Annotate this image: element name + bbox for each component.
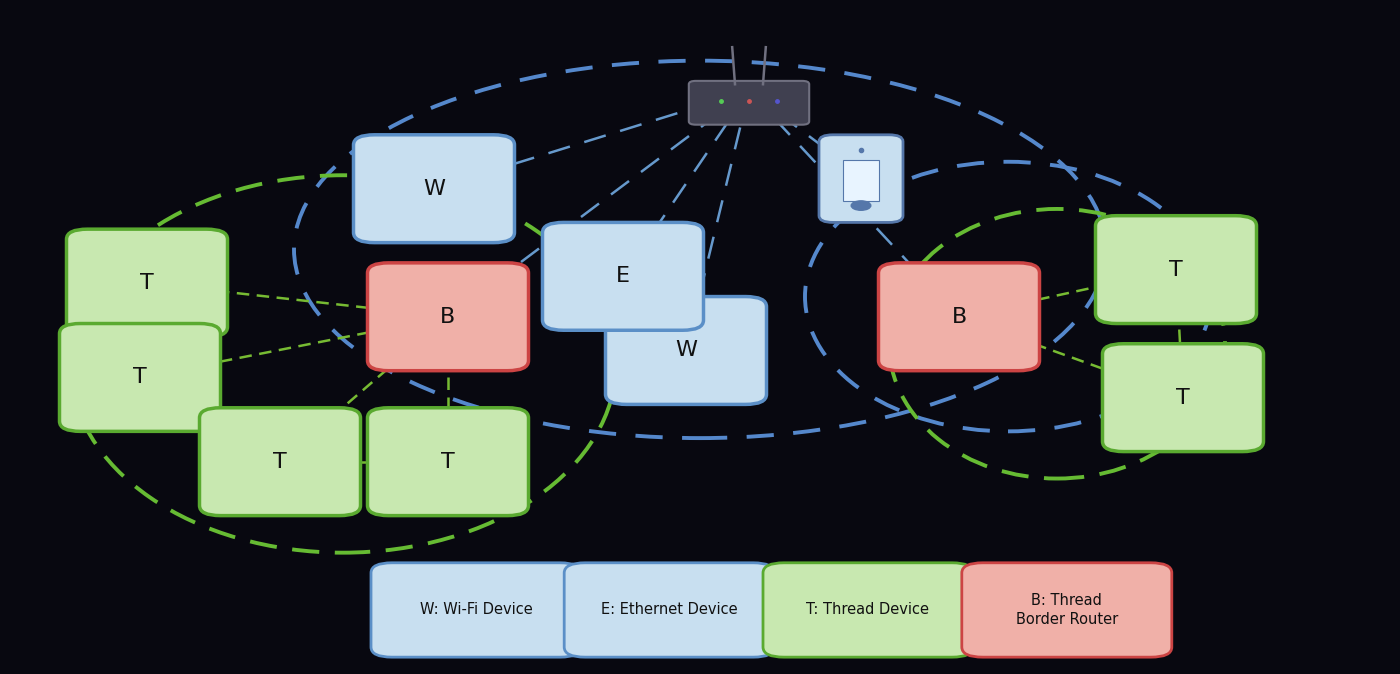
Text: T: Thread Device: T: Thread Device xyxy=(806,603,930,617)
Circle shape xyxy=(851,201,871,210)
FancyBboxPatch shape xyxy=(367,408,529,516)
FancyBboxPatch shape xyxy=(843,160,879,201)
FancyBboxPatch shape xyxy=(962,563,1172,657)
Text: T: T xyxy=(1169,259,1183,280)
FancyBboxPatch shape xyxy=(367,263,529,371)
Text: T: T xyxy=(133,367,147,388)
Text: T: T xyxy=(140,273,154,293)
Text: T: T xyxy=(441,452,455,472)
Text: W: Wi-Fi Device: W: Wi-Fi Device xyxy=(420,603,532,617)
Text: W: W xyxy=(675,340,697,361)
FancyBboxPatch shape xyxy=(66,229,227,337)
Text: E: Ethernet Device: E: Ethernet Device xyxy=(601,603,738,617)
Text: E: E xyxy=(616,266,630,286)
FancyBboxPatch shape xyxy=(763,563,973,657)
Text: T: T xyxy=(273,452,287,472)
FancyBboxPatch shape xyxy=(564,563,774,657)
FancyBboxPatch shape xyxy=(353,135,515,243)
Text: B: B xyxy=(441,307,455,327)
FancyBboxPatch shape xyxy=(605,297,767,404)
FancyBboxPatch shape xyxy=(689,81,809,125)
FancyBboxPatch shape xyxy=(200,408,361,516)
FancyBboxPatch shape xyxy=(879,263,1039,371)
FancyBboxPatch shape xyxy=(1095,216,1257,324)
FancyBboxPatch shape xyxy=(543,222,704,330)
FancyBboxPatch shape xyxy=(59,324,221,431)
FancyBboxPatch shape xyxy=(371,563,581,657)
Text: W: W xyxy=(423,179,445,199)
FancyBboxPatch shape xyxy=(1103,344,1263,452)
FancyBboxPatch shape xyxy=(819,135,903,222)
Text: B: Thread
Border Router: B: Thread Border Router xyxy=(1015,592,1119,627)
Text: T: T xyxy=(1176,388,1190,408)
Text: B: B xyxy=(952,307,966,327)
